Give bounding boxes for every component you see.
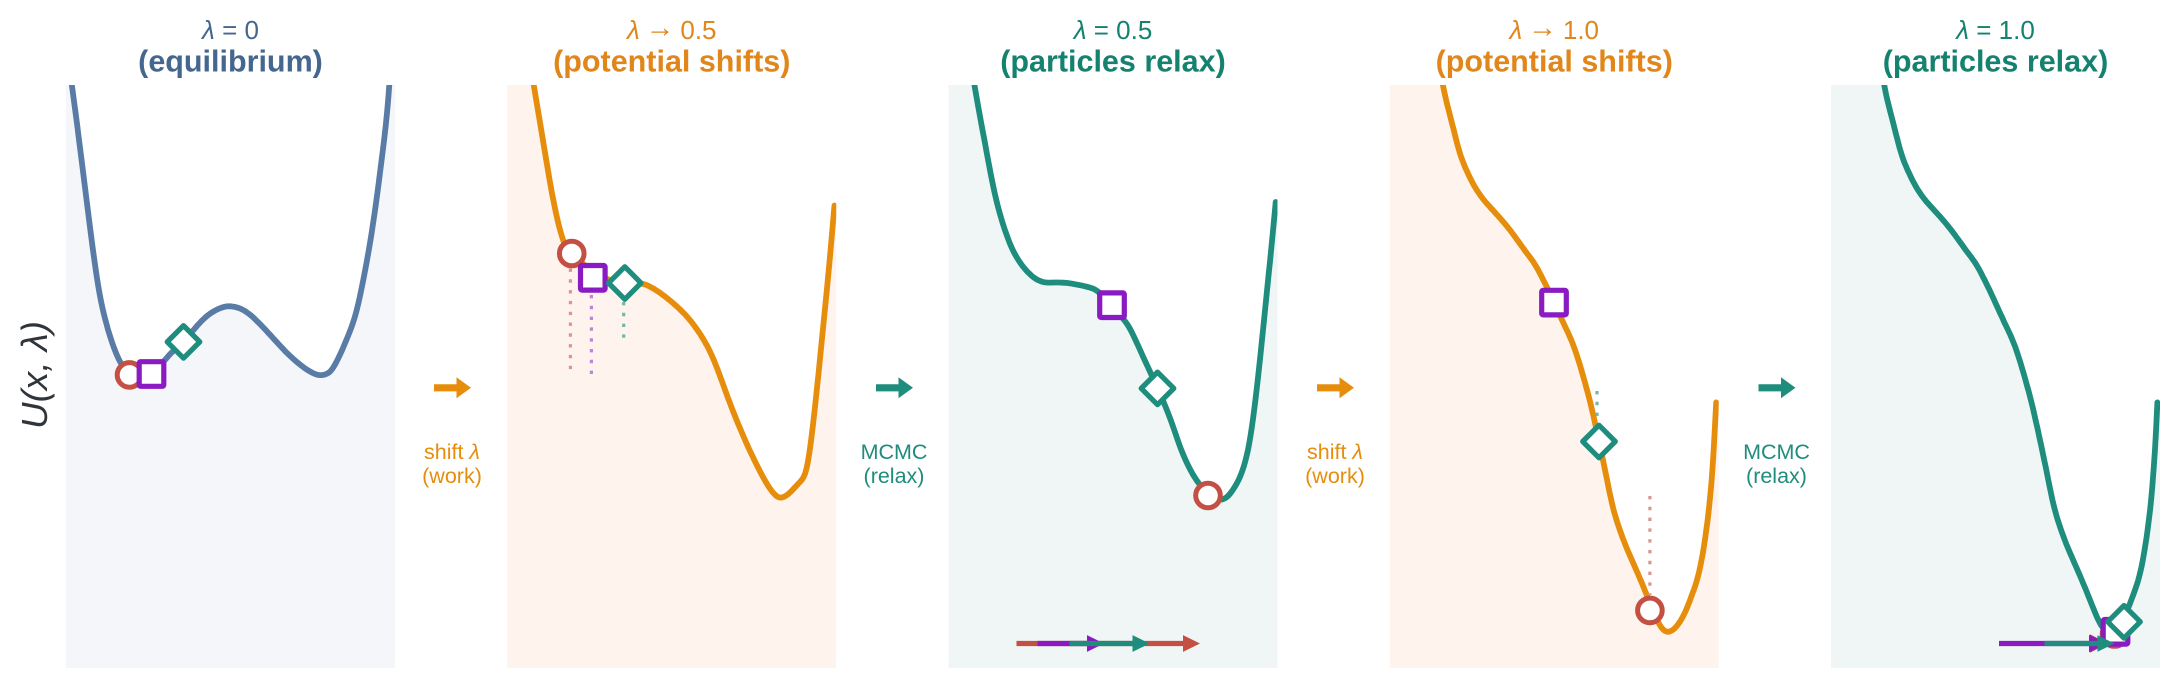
svg-text:(relax): (relax) xyxy=(1746,464,1807,488)
svg-text:(work): (work) xyxy=(422,464,482,488)
svg-text:U(x, λ): U(x, λ) xyxy=(14,321,55,429)
svg-text:(relax): (relax) xyxy=(864,464,925,488)
svg-text:(potential shifts): (potential shifts) xyxy=(1436,45,1673,79)
svg-text:shift λ: shift λ xyxy=(424,440,480,464)
svg-text:MCMC: MCMC xyxy=(861,440,928,464)
svg-text:shift λ: shift λ xyxy=(1307,440,1363,464)
svg-text:λ = 0: λ = 0 xyxy=(200,15,259,45)
svg-text:(particles relax): (particles relax) xyxy=(1000,45,1225,79)
svg-text:MCMC: MCMC xyxy=(1743,440,1810,464)
svg-text:(work): (work) xyxy=(1305,464,1365,488)
svg-text:λ = 0.5: λ = 0.5 xyxy=(1072,15,1153,45)
svg-text:(potential shifts): (potential shifts) xyxy=(553,45,790,79)
svg-text:(particles relax): (particles relax) xyxy=(1883,45,2108,79)
svg-text:λ → 1.0: λ → 1.0 xyxy=(1507,12,1599,45)
svg-text:(equilibrium): (equilibrium) xyxy=(138,45,323,79)
svg-text:λ → 0.5: λ → 0.5 xyxy=(625,12,717,45)
svg-text:λ = 1.0: λ = 1.0 xyxy=(1954,15,2035,45)
